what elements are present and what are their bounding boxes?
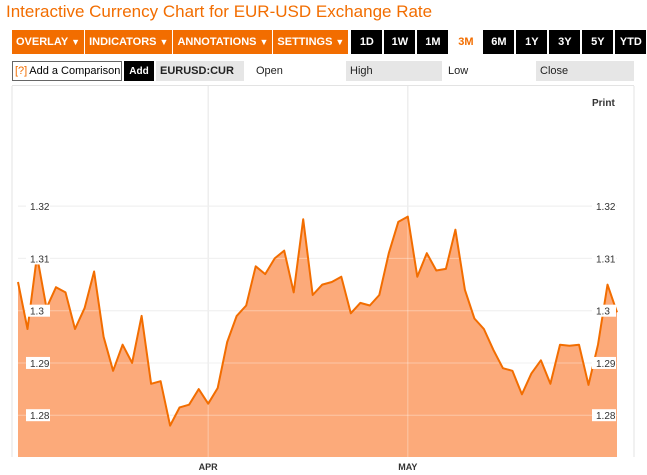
comparison-placeholder: Add a Comparison bbox=[29, 65, 121, 77]
symbol-label: EURUSD:CUR bbox=[156, 61, 244, 81]
chart-toolbar: OVERLAY ▼ INDICATORS ▼ ANNOTATIONS ▼ SETTIN… bbox=[12, 30, 647, 54]
y-tick-label-left: 1.29 bbox=[30, 359, 50, 370]
help-icon[interactable]: [?] bbox=[15, 65, 28, 77]
y-tick-label-right: 1.31 bbox=[596, 254, 616, 265]
tick-label-bg bbox=[26, 200, 50, 213]
range-1d-button[interactable]: 1D bbox=[351, 30, 383, 54]
header-divider bbox=[12, 85, 634, 86]
quote-row: [?] Add a Comparison Add EURUSD:CUR Open… bbox=[12, 61, 634, 81]
range-3y-button[interactable]: 3Y bbox=[549, 30, 581, 54]
range-1m-button[interactable]: 1M bbox=[417, 30, 449, 54]
tick-label-bg bbox=[26, 356, 50, 369]
series-area bbox=[18, 216, 617, 457]
page-title: Interactive Currency Chart for EUR-USD E… bbox=[6, 2, 433, 21]
x-tick-label-may: MAY bbox=[398, 462, 417, 472]
indicators-menu[interactable]: INDICATORS ▼ bbox=[85, 30, 174, 54]
tick-label-bg bbox=[592, 304, 616, 317]
range-5y-button[interactable]: 5Y bbox=[582, 30, 614, 54]
caret-down-icon: ▼ bbox=[159, 37, 169, 47]
y-tick-label-right: 1.3 bbox=[596, 307, 610, 318]
comparison-input[interactable]: [?] Add a Comparison bbox=[12, 61, 122, 81]
y-tick-label-left: 1.31 bbox=[30, 254, 50, 265]
y-tick-label-left: 1.32 bbox=[30, 202, 50, 213]
close-label: Close bbox=[536, 61, 634, 81]
tick-label-bg bbox=[592, 252, 616, 265]
y-tick-label-left: 1.3 bbox=[30, 307, 44, 318]
y-tick-label-right: 1.32 bbox=[596, 202, 616, 213]
range-1y-button[interactable]: 1Y bbox=[516, 30, 548, 54]
high-label: High bbox=[346, 61, 442, 81]
tick-label-bg bbox=[592, 409, 616, 422]
tick-label-bg bbox=[592, 356, 616, 369]
annotations-menu[interactable]: ANNOTATIONS ▼ bbox=[173, 30, 274, 54]
range-6m-button[interactable]: 6M bbox=[483, 30, 515, 54]
open-label: Open bbox=[256, 65, 283, 77]
tick-label-bg bbox=[26, 409, 50, 422]
settings-menu[interactable]: SETTINGS ▼ bbox=[273, 30, 350, 54]
tick-label-bg bbox=[592, 200, 616, 213]
y-tick-label-right: 1.29 bbox=[596, 359, 616, 370]
tick-label-bg bbox=[26, 304, 50, 317]
series-line bbox=[17, 215, 618, 427]
caret-down-icon: ▼ bbox=[259, 37, 269, 47]
range-ytd-button[interactable]: YTD bbox=[615, 30, 647, 54]
x-tick-label-apr: APR bbox=[199, 462, 219, 472]
print-link[interactable]: Print bbox=[592, 98, 615, 109]
caret-down-icon: ▼ bbox=[71, 37, 81, 47]
y-tick-label-left: 1.28 bbox=[30, 411, 50, 422]
range-3m-button[interactable]: 3M bbox=[450, 30, 482, 54]
range-1w-button[interactable]: 1W bbox=[384, 30, 416, 54]
caret-down-icon: ▼ bbox=[335, 37, 345, 47]
add-comparison-button[interactable]: Add bbox=[124, 61, 154, 81]
low-label: Low bbox=[448, 65, 469, 77]
tick-label-bg bbox=[26, 252, 50, 265]
overlay-menu[interactable]: OVERLAY ▼ bbox=[12, 30, 86, 54]
y-tick-label-right: 1.28 bbox=[596, 411, 616, 422]
